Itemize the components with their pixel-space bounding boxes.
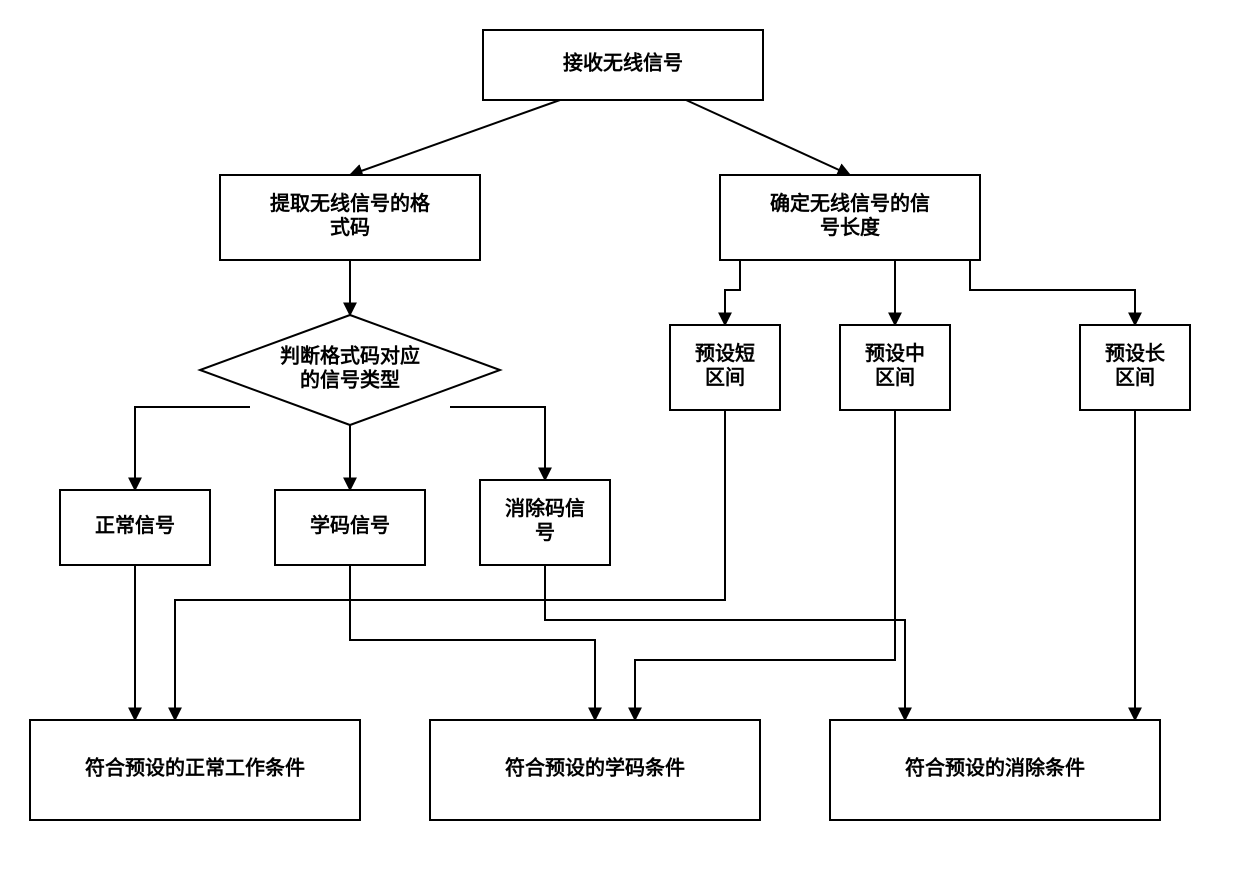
edge-judge-clear xyxy=(450,407,545,480)
node-short-label-1: 区间 xyxy=(705,366,745,389)
edge-length-long xyxy=(970,260,1135,325)
edge-receive-extract xyxy=(350,100,560,175)
node-short: 预设短区间 xyxy=(670,325,780,410)
node-extract-label-1: 式码 xyxy=(330,216,370,239)
node-length-label-1: 号长度 xyxy=(820,215,881,239)
node-judge-label-0: 判断格式码对应 xyxy=(280,344,420,368)
node-mid: 预设中区间 xyxy=(840,325,950,410)
node-judge-label-1: 的信号类型 xyxy=(300,368,400,392)
node-mid-label-0: 预设中 xyxy=(865,341,925,365)
node-short-label-0: 预设短 xyxy=(695,341,755,365)
node-length: 确定无线信号的信号长度 xyxy=(720,175,980,260)
node-normal-label-0: 正常信号 xyxy=(95,513,175,537)
node-long-label-1: 区间 xyxy=(1115,366,1155,389)
node-condC-label-0: 符合预设的消除条件 xyxy=(905,756,1085,780)
node-receive: 接收无线信号 xyxy=(483,30,763,100)
edge-short-condN xyxy=(175,410,725,720)
flowchart-canvas: 接收无线信号提取无线信号的格式码 确定无线信号的信号长度判断格式码对应的信号类型 预… xyxy=(0,0,1240,878)
node-condL-label-0: 符合预设的学码条件 xyxy=(505,756,685,780)
node-condN-label-0: 符合预设的正常工作条件 xyxy=(85,756,305,780)
node-long: 预设长区间 xyxy=(1080,325,1190,410)
edge-judge-normal xyxy=(135,407,250,490)
node-receive-label-0: 接收无线信号 xyxy=(563,51,683,75)
node-length-label-0: 确定无线信号的信 xyxy=(770,191,930,215)
node-clear: 消除码信号 xyxy=(480,480,610,565)
node-clear-label-1: 号 xyxy=(535,521,555,544)
node-condN: 符合预设的正常工作条件 xyxy=(30,720,360,820)
edge-length-short xyxy=(725,260,740,325)
node-condC: 符合预设的消除条件 xyxy=(830,720,1160,820)
node-extract-label-0: 提取无线信号的格 xyxy=(270,191,431,215)
node-learn-label-0: 学码信号 xyxy=(310,513,390,537)
edge-receive-length xyxy=(686,100,850,175)
node-extract: 提取无线信号的格式码 xyxy=(220,175,480,260)
node-mid-label-1: 区间 xyxy=(875,366,915,389)
node-clear-label-0: 消除码信 xyxy=(505,496,585,520)
node-learn: 学码信号 xyxy=(275,490,425,565)
edge-learn-condL xyxy=(350,565,595,720)
edge-mid-condL xyxy=(635,410,895,720)
node-judge: 判断格式码对应的信号类型 xyxy=(200,315,500,425)
node-long-label-0: 预设长 xyxy=(1105,342,1166,365)
node-condL: 符合预设的学码条件 xyxy=(430,720,760,820)
node-normal: 正常信号 xyxy=(60,490,210,565)
